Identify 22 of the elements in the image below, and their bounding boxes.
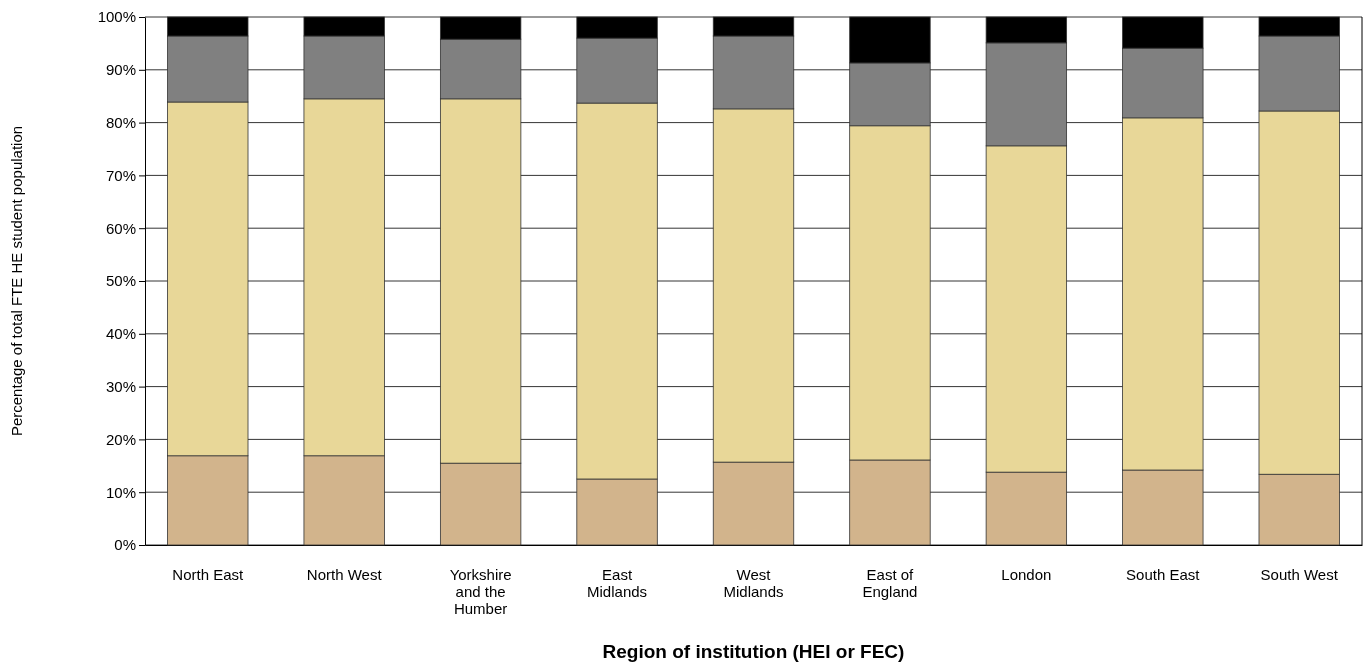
x-tick-label: East Midlands — [587, 566, 648, 600]
x-tick-label: London — [1001, 566, 1052, 583]
x-axis-title: Region of institution (HEI or FEC) — [602, 641, 905, 662]
x-tick-label: South East — [1126, 566, 1201, 583]
y-tick-label: 60% — [105, 219, 136, 237]
y-tick-label: 30% — [105, 377, 136, 395]
y-tick-label: 0% — [114, 536, 136, 554]
y-tick-label: 20% — [105, 430, 136, 448]
x-tick-label: North East — [172, 566, 245, 583]
y-tick-label: 50% — [105, 272, 136, 290]
y-tick-label: 70% — [105, 166, 136, 184]
y-tick-label: 10% — [105, 483, 136, 501]
y-axis-title: Percentage of total FTE HE student population — [8, 125, 25, 437]
y-tick-label: 40% — [105, 325, 136, 343]
x-tick-label: West Midlands — [723, 566, 784, 600]
y-tick-label: 80% — [105, 113, 136, 131]
y-tick-label: 90% — [105, 61, 136, 79]
x-tick-label: North West — [306, 566, 383, 583]
x-tick-label: East of England — [862, 566, 918, 600]
y-tick-label: 100% — [97, 8, 136, 26]
x-tick-label: South West — [1260, 566, 1339, 583]
x-tick-label: Yorkshire and the Humber — [449, 566, 512, 617]
